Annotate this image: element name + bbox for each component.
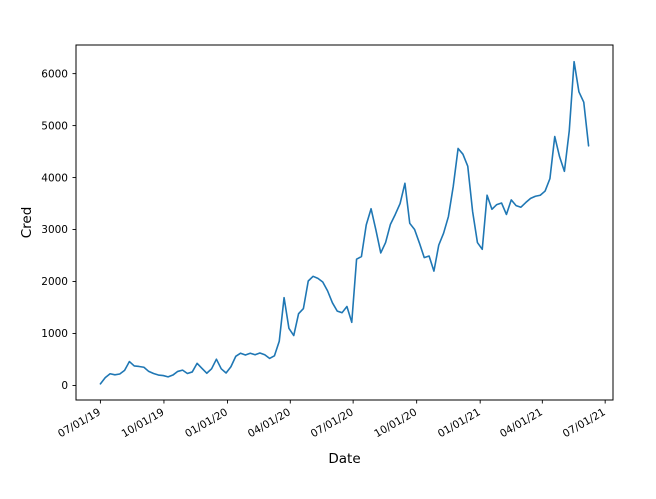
x-axis-ticks (99, 400, 606, 404)
axes-spines (75, 44, 614, 401)
x-tick-label: 07/01/21 (561, 406, 608, 440)
y-axis-ticks (72, 73, 76, 386)
x-tick-label: 10/01/19 (120, 406, 167, 440)
x-tick-label: 04/01/20 (246, 406, 293, 440)
y-axis-tick-labels: 0 1000 2000 3000 4000 5000 6000 (41, 68, 68, 392)
x-tick-label: 04/01/21 (498, 406, 545, 440)
x-tick-label: 07/01/20 (309, 406, 356, 440)
x-tick-label: 07/01/19 (56, 406, 103, 440)
cred-line-series (99, 60, 590, 385)
y-tick-label: 1000 (41, 328, 68, 340)
cred-line (99, 60, 590, 385)
x-axis-tick-labels: 07/01/19 10/01/19 01/01/20 04/01/20 07/01/20… (56, 406, 608, 440)
y-tick-label: 6000 (41, 68, 68, 80)
y-tick-label: 4000 (41, 172, 68, 184)
y-tick-label: 0 (61, 380, 68, 392)
y-tick-label: 3000 (41, 224, 68, 236)
x-tick-label: 01/01/20 (183, 406, 230, 440)
x-tick-label: 10/01/20 (372, 406, 419, 440)
y-tick-label: 5000 (41, 120, 68, 132)
x-tick-label: 01/01/21 (436, 406, 483, 440)
y-tick-label: 2000 (41, 276, 68, 288)
plot-area (76, 45, 613, 400)
y-axis-label: Cred (19, 207, 35, 239)
x-axis-label: Date (328, 451, 360, 467)
